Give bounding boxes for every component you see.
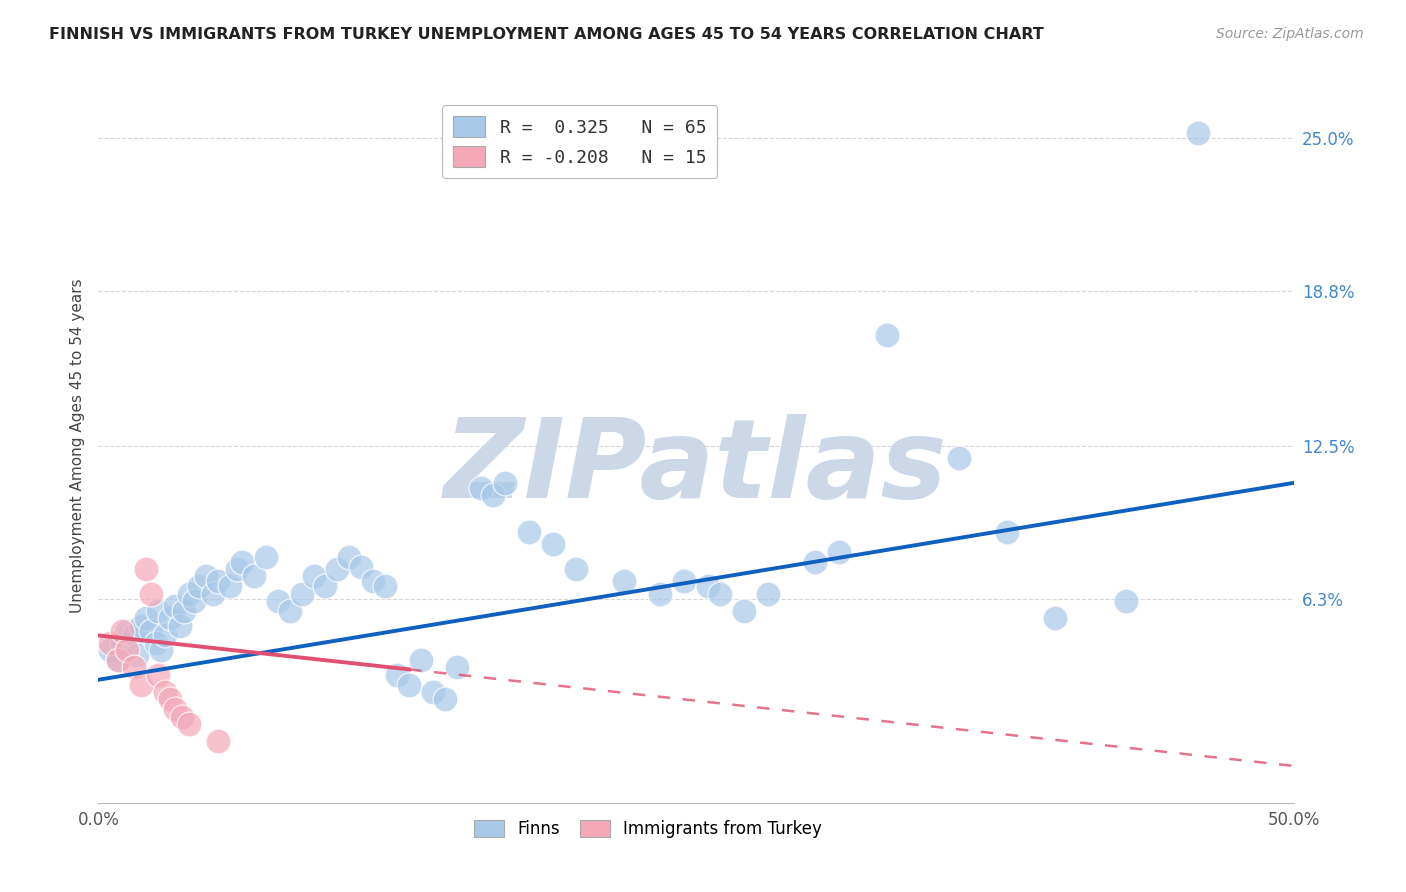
- Point: [163, 599, 186, 613]
- Point: [163, 702, 186, 716]
- Point: [613, 574, 636, 589]
- Point: [278, 604, 301, 618]
- Point: [145, 636, 167, 650]
- Point: [125, 648, 148, 662]
- Point: [517, 525, 540, 540]
- Point: [267, 594, 290, 608]
- Point: [135, 611, 157, 625]
- Point: [195, 569, 218, 583]
- Point: [385, 668, 409, 682]
- Point: [291, 587, 314, 601]
- Point: [131, 618, 153, 632]
- Point: [111, 624, 134, 638]
- Point: [111, 636, 134, 650]
- Point: [446, 660, 468, 674]
- Point: [374, 579, 396, 593]
- Point: [115, 643, 138, 657]
- Point: [226, 562, 249, 576]
- Text: ZIPatlas: ZIPatlas: [444, 414, 948, 521]
- Point: [207, 574, 229, 589]
- Point: [135, 562, 157, 576]
- Point: [733, 604, 755, 618]
- Point: [565, 562, 588, 576]
- Point: [398, 678, 420, 692]
- Y-axis label: Unemployment Among Ages 45 to 54 years: Unemployment Among Ages 45 to 54 years: [69, 278, 84, 614]
- Text: Source: ZipAtlas.com: Source: ZipAtlas.com: [1216, 27, 1364, 41]
- Point: [363, 574, 385, 589]
- Point: [169, 618, 191, 632]
- Point: [350, 559, 373, 574]
- Point: [187, 579, 209, 593]
- Point: [470, 481, 492, 495]
- Point: [302, 569, 325, 583]
- Point: [326, 562, 349, 576]
- Point: [828, 545, 851, 559]
- Point: [159, 692, 181, 706]
- Point: [315, 579, 337, 593]
- Point: [115, 624, 138, 638]
- Point: [155, 685, 177, 699]
- Point: [107, 653, 129, 667]
- Point: [1187, 127, 1209, 141]
- Point: [648, 587, 672, 601]
- Point: [434, 692, 457, 706]
- Legend: Finns, Immigrants from Turkey: Finns, Immigrants from Turkey: [467, 813, 830, 845]
- Point: [159, 611, 181, 625]
- Point: [339, 549, 361, 564]
- Point: [207, 734, 229, 748]
- Point: [173, 604, 195, 618]
- Point: [172, 709, 194, 723]
- Point: [202, 587, 225, 601]
- Point: [98, 636, 122, 650]
- Point: [756, 587, 779, 601]
- Point: [1043, 611, 1066, 625]
- Point: [124, 628, 146, 642]
- Point: [179, 717, 201, 731]
- Point: [148, 604, 170, 618]
- Point: [124, 660, 146, 674]
- Point: [107, 653, 129, 667]
- Point: [1115, 594, 1137, 608]
- Point: [804, 555, 827, 569]
- Point: [139, 587, 162, 601]
- Point: [231, 555, 253, 569]
- Point: [243, 569, 266, 583]
- Point: [876, 328, 898, 343]
- Point: [411, 653, 433, 667]
- Point: [139, 624, 162, 638]
- Point: [709, 587, 731, 601]
- Text: FINNISH VS IMMIGRANTS FROM TURKEY UNEMPLOYMENT AMONG AGES 45 TO 54 YEARS CORRELA: FINNISH VS IMMIGRANTS FROM TURKEY UNEMPL…: [49, 27, 1045, 42]
- Point: [98, 643, 122, 657]
- Point: [995, 525, 1018, 540]
- Point: [481, 488, 505, 502]
- Point: [183, 594, 205, 608]
- Point: [697, 579, 720, 593]
- Point: [155, 628, 177, 642]
- Point: [254, 549, 277, 564]
- Point: [541, 537, 564, 551]
- Point: [494, 475, 516, 490]
- Point: [149, 643, 172, 657]
- Point: [422, 685, 444, 699]
- Point: [131, 678, 153, 692]
- Point: [219, 579, 242, 593]
- Point: [148, 668, 170, 682]
- Point: [673, 574, 696, 589]
- Point: [179, 587, 201, 601]
- Point: [948, 451, 970, 466]
